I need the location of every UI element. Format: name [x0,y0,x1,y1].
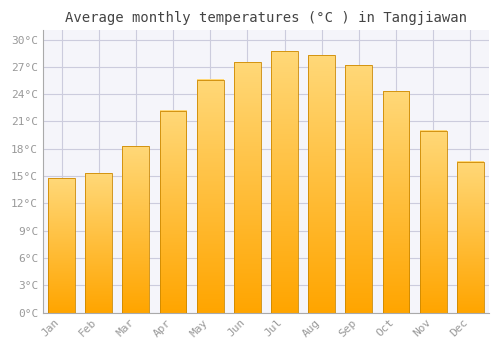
Bar [308,55,335,313]
Bar [420,131,446,313]
Bar [197,79,224,313]
Bar [86,173,112,313]
Bar [122,146,149,313]
Title: Average monthly temperatures (°C ) in Tangjiawan: Average monthly temperatures (°C ) in Ta… [65,11,467,25]
Bar [271,51,298,313]
Bar [382,91,409,313]
Bar [160,111,186,313]
Bar [48,178,75,313]
Bar [234,62,260,313]
Bar [457,162,483,313]
Bar [346,65,372,313]
